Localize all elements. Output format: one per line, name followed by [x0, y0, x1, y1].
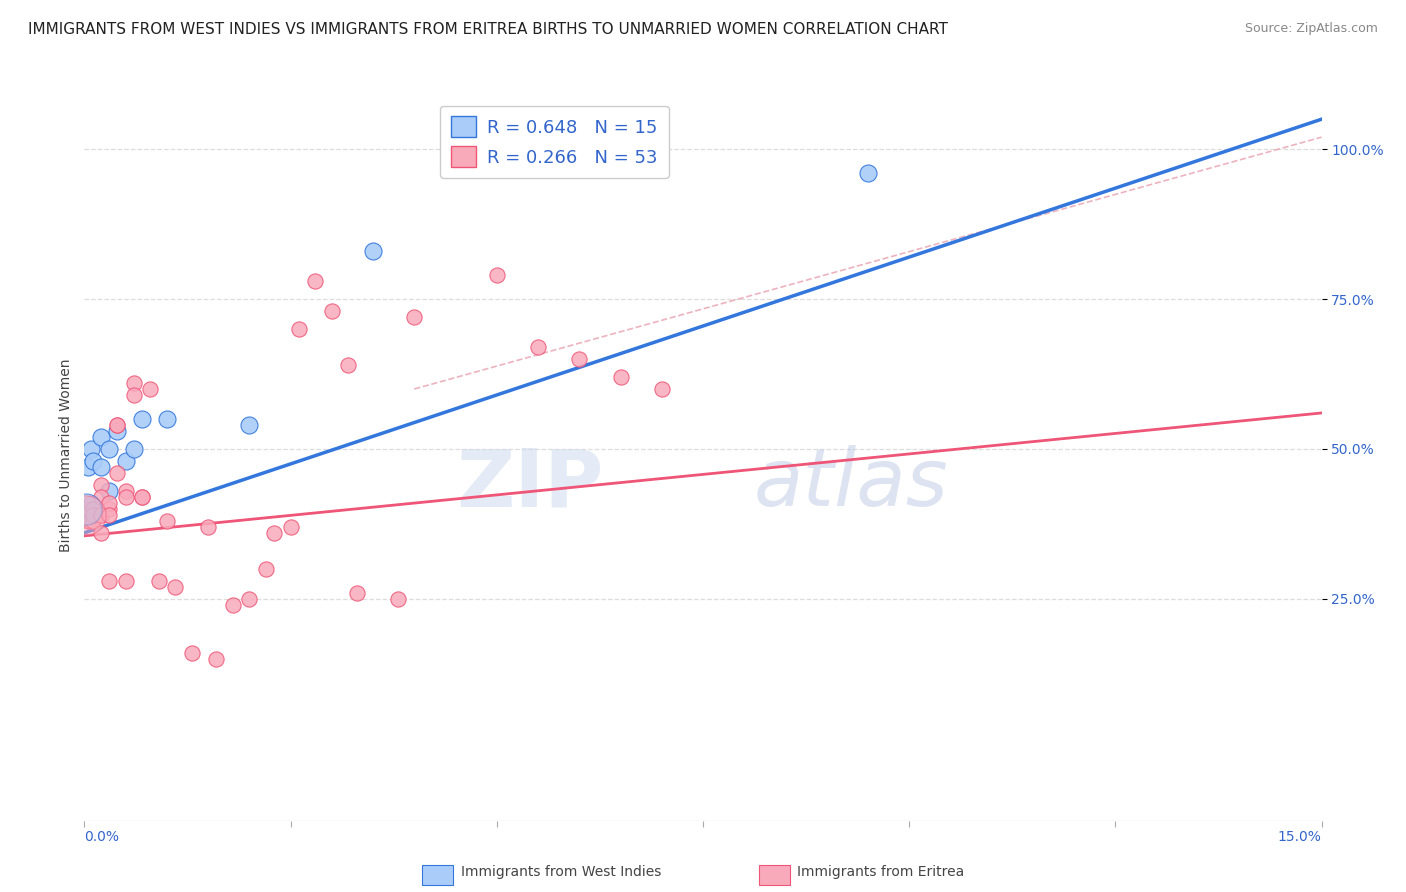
Point	[80, 496, 103, 510]
Point	[148, 574, 170, 588]
Point	[105, 417, 128, 432]
Point	[139, 382, 162, 396]
Point	[361, 244, 384, 258]
Point	[77, 459, 100, 474]
Point	[80, 442, 103, 456]
Point	[122, 376, 145, 390]
Point	[76, 501, 98, 516]
Point	[337, 358, 360, 372]
Point	[114, 483, 136, 498]
Point	[404, 310, 426, 324]
Point	[114, 574, 136, 588]
Point	[90, 459, 112, 474]
Point	[527, 340, 550, 354]
Point	[222, 598, 245, 612]
Point	[79, 501, 101, 516]
Point	[98, 483, 121, 498]
Text: 0.0%: 0.0%	[84, 830, 120, 844]
Point	[82, 454, 104, 468]
Point	[90, 508, 112, 522]
Point	[90, 478, 112, 492]
Point	[79, 514, 101, 528]
Point	[238, 417, 260, 432]
Point	[346, 586, 368, 600]
Point	[98, 496, 121, 510]
Point	[568, 351, 591, 366]
Point	[75, 508, 97, 522]
Point	[263, 525, 285, 540]
Point	[156, 412, 179, 426]
Text: Immigrants from West Indies: Immigrants from West Indies	[461, 865, 662, 880]
Point	[485, 268, 508, 282]
Point	[98, 574, 121, 588]
Point	[82, 508, 104, 522]
Text: 15.0%: 15.0%	[1278, 830, 1322, 844]
Point	[105, 466, 128, 480]
Point	[98, 508, 121, 522]
Point	[131, 490, 153, 504]
Point	[90, 525, 112, 540]
Legend: R = 0.648   N = 15, R = 0.266   N = 53: R = 0.648 N = 15, R = 0.266 N = 53	[440, 105, 669, 178]
Text: ZIP: ZIP	[457, 445, 605, 524]
Point	[131, 490, 153, 504]
Point	[238, 591, 260, 606]
Point	[122, 388, 145, 402]
Point	[131, 412, 153, 426]
Point	[856, 166, 879, 180]
Text: atlas: atlas	[754, 445, 949, 524]
Text: Immigrants from Eritrea: Immigrants from Eritrea	[797, 865, 965, 880]
Point	[651, 382, 673, 396]
Point	[82, 514, 104, 528]
Point	[197, 520, 219, 534]
Point	[98, 442, 121, 456]
Point	[90, 490, 112, 504]
Point	[280, 520, 302, 534]
Point	[254, 562, 277, 576]
Y-axis label: Births to Unmarried Women: Births to Unmarried Women	[59, 359, 73, 551]
Point	[82, 501, 104, 516]
Point	[82, 508, 104, 522]
Point	[105, 417, 128, 432]
Point	[114, 454, 136, 468]
Point	[321, 304, 343, 318]
Point	[90, 430, 112, 444]
Point	[98, 501, 121, 516]
Point	[105, 424, 128, 438]
Point	[114, 490, 136, 504]
Point	[75, 501, 97, 516]
Point	[387, 591, 409, 606]
Point	[205, 652, 228, 666]
Text: Source: ZipAtlas.com: Source: ZipAtlas.com	[1244, 22, 1378, 36]
Point	[180, 646, 202, 660]
Point	[82, 514, 104, 528]
Text: IMMIGRANTS FROM WEST INDIES VS IMMIGRANTS FROM ERITREA BIRTHS TO UNMARRIED WOMEN: IMMIGRANTS FROM WEST INDIES VS IMMIGRANT…	[28, 22, 948, 37]
Point	[90, 508, 112, 522]
Point	[609, 370, 631, 384]
Point	[122, 442, 145, 456]
Point	[165, 580, 187, 594]
Point	[304, 274, 326, 288]
Point	[77, 514, 100, 528]
Point	[288, 322, 311, 336]
Point	[156, 514, 179, 528]
